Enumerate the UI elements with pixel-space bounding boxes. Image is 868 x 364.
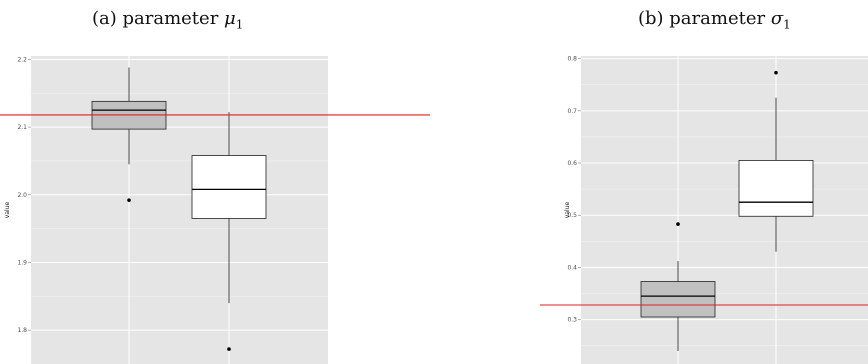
y-tick-label: 0.4 bbox=[567, 264, 577, 271]
caption-a-subscript: 1 bbox=[235, 17, 244, 32]
y-tick-label: 2.1 bbox=[17, 124, 27, 131]
y-tick-label: 1.9 bbox=[17, 259, 27, 266]
outlier-point bbox=[227, 347, 231, 351]
caption-a-text: (a) parameter bbox=[92, 8, 225, 29]
y-tick-label: 0.8 bbox=[567, 56, 577, 63]
box-abmc bbox=[640, 281, 716, 318]
y-axis-title: value bbox=[4, 201, 11, 218]
y-tick-label: 0.6 bbox=[567, 160, 577, 167]
y-axis-title: value bbox=[564, 201, 571, 218]
y-tick-label: 2.0 bbox=[17, 192, 27, 199]
y-tick-label: 2.2 bbox=[17, 56, 27, 63]
box-smc bbox=[191, 155, 267, 219]
boxplot-sigma1: 0.30.40.50.60.70.8valueABMCSMC bbox=[540, 56, 868, 364]
plot-background bbox=[581, 56, 868, 364]
caption-b: (b) parameter σ1 bbox=[638, 8, 791, 32]
caption-b-symbol: σ bbox=[770, 8, 784, 29]
boxplot-mu1: 1.81.92.02.12.2valueABMCSMC bbox=[0, 56, 430, 364]
caption-b-text: (b) parameter bbox=[638, 8, 771, 29]
caption-b-subscript: 1 bbox=[783, 17, 791, 32]
panel-a: (a) parameter μ1 1.81.92.02.12.2valueABM… bbox=[0, 0, 430, 364]
caption-a: (a) parameter μ1 bbox=[92, 8, 243, 32]
outlier-point bbox=[774, 70, 778, 75]
outlier-point bbox=[676, 222, 680, 226]
caption-a-symbol: μ bbox=[224, 8, 236, 29]
plot-background bbox=[31, 56, 328, 364]
box-smc bbox=[738, 160, 814, 217]
y-tick-label: 0.5 bbox=[567, 212, 577, 219]
y-tick-label: 1.8 bbox=[17, 327, 27, 334]
outlier-point bbox=[127, 198, 131, 202]
panel-b: (b) parameter σ1 0.3 0.4 0.5 0.6 0.7 0.8 value… bbox=[540, 0, 868, 364]
y-tick-label: 0.7 bbox=[567, 108, 577, 115]
y-tick-label: 0.3 bbox=[567, 317, 577, 324]
